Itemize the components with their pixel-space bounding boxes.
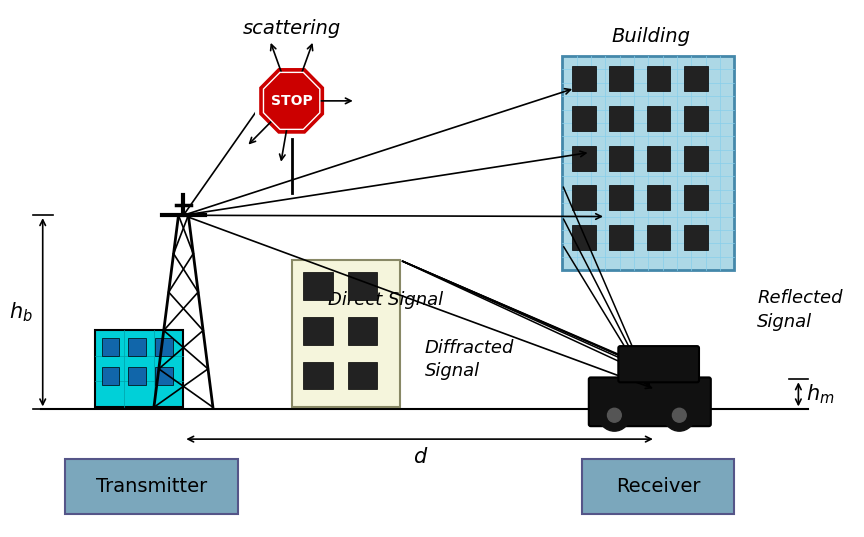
FancyBboxPatch shape bbox=[609, 146, 633, 171]
FancyBboxPatch shape bbox=[647, 225, 670, 250]
FancyBboxPatch shape bbox=[572, 146, 595, 171]
Circle shape bbox=[607, 408, 621, 422]
Circle shape bbox=[599, 400, 630, 431]
FancyBboxPatch shape bbox=[647, 66, 670, 91]
FancyBboxPatch shape bbox=[102, 338, 119, 355]
FancyBboxPatch shape bbox=[95, 330, 183, 407]
FancyBboxPatch shape bbox=[347, 361, 378, 389]
FancyBboxPatch shape bbox=[303, 317, 333, 345]
FancyBboxPatch shape bbox=[609, 225, 633, 250]
FancyBboxPatch shape bbox=[647, 106, 670, 130]
FancyBboxPatch shape bbox=[684, 106, 708, 130]
FancyBboxPatch shape bbox=[572, 106, 595, 130]
FancyBboxPatch shape bbox=[66, 459, 238, 514]
Text: Receiver: Receiver bbox=[616, 477, 701, 496]
Text: $h_b$: $h_b$ bbox=[10, 301, 33, 324]
FancyBboxPatch shape bbox=[684, 185, 708, 211]
Text: d: d bbox=[413, 447, 426, 467]
Text: Direct Signal: Direct Signal bbox=[327, 291, 442, 309]
FancyBboxPatch shape bbox=[102, 367, 119, 386]
FancyBboxPatch shape bbox=[609, 106, 633, 130]
Text: Reflected
Signal: Reflected Signal bbox=[757, 289, 842, 331]
FancyBboxPatch shape bbox=[572, 225, 595, 250]
FancyBboxPatch shape bbox=[155, 367, 173, 386]
FancyBboxPatch shape bbox=[684, 146, 708, 171]
FancyBboxPatch shape bbox=[129, 367, 146, 386]
Text: $h_m$: $h_m$ bbox=[806, 382, 835, 406]
FancyBboxPatch shape bbox=[292, 260, 400, 407]
FancyBboxPatch shape bbox=[347, 317, 378, 345]
Circle shape bbox=[664, 400, 695, 431]
Text: Diffracted
Signal: Diffracted Signal bbox=[424, 339, 514, 380]
FancyBboxPatch shape bbox=[609, 66, 633, 91]
FancyBboxPatch shape bbox=[647, 146, 670, 171]
FancyBboxPatch shape bbox=[684, 225, 708, 250]
FancyBboxPatch shape bbox=[572, 185, 595, 211]
Polygon shape bbox=[257, 66, 327, 136]
FancyBboxPatch shape bbox=[647, 185, 670, 211]
FancyBboxPatch shape bbox=[572, 66, 595, 91]
FancyBboxPatch shape bbox=[562, 56, 734, 270]
FancyBboxPatch shape bbox=[619, 346, 699, 382]
Circle shape bbox=[672, 408, 686, 422]
FancyBboxPatch shape bbox=[303, 361, 333, 389]
FancyBboxPatch shape bbox=[303, 272, 333, 300]
FancyBboxPatch shape bbox=[155, 338, 173, 355]
Text: scattering: scattering bbox=[243, 19, 340, 38]
Polygon shape bbox=[264, 72, 320, 129]
Text: STOP: STOP bbox=[270, 94, 313, 108]
FancyBboxPatch shape bbox=[588, 378, 711, 426]
FancyBboxPatch shape bbox=[582, 459, 734, 514]
Text: Building: Building bbox=[612, 27, 690, 46]
FancyBboxPatch shape bbox=[684, 66, 708, 91]
Text: Transmitter: Transmitter bbox=[96, 477, 207, 496]
FancyBboxPatch shape bbox=[129, 338, 146, 355]
FancyBboxPatch shape bbox=[609, 185, 633, 211]
FancyBboxPatch shape bbox=[347, 272, 378, 300]
